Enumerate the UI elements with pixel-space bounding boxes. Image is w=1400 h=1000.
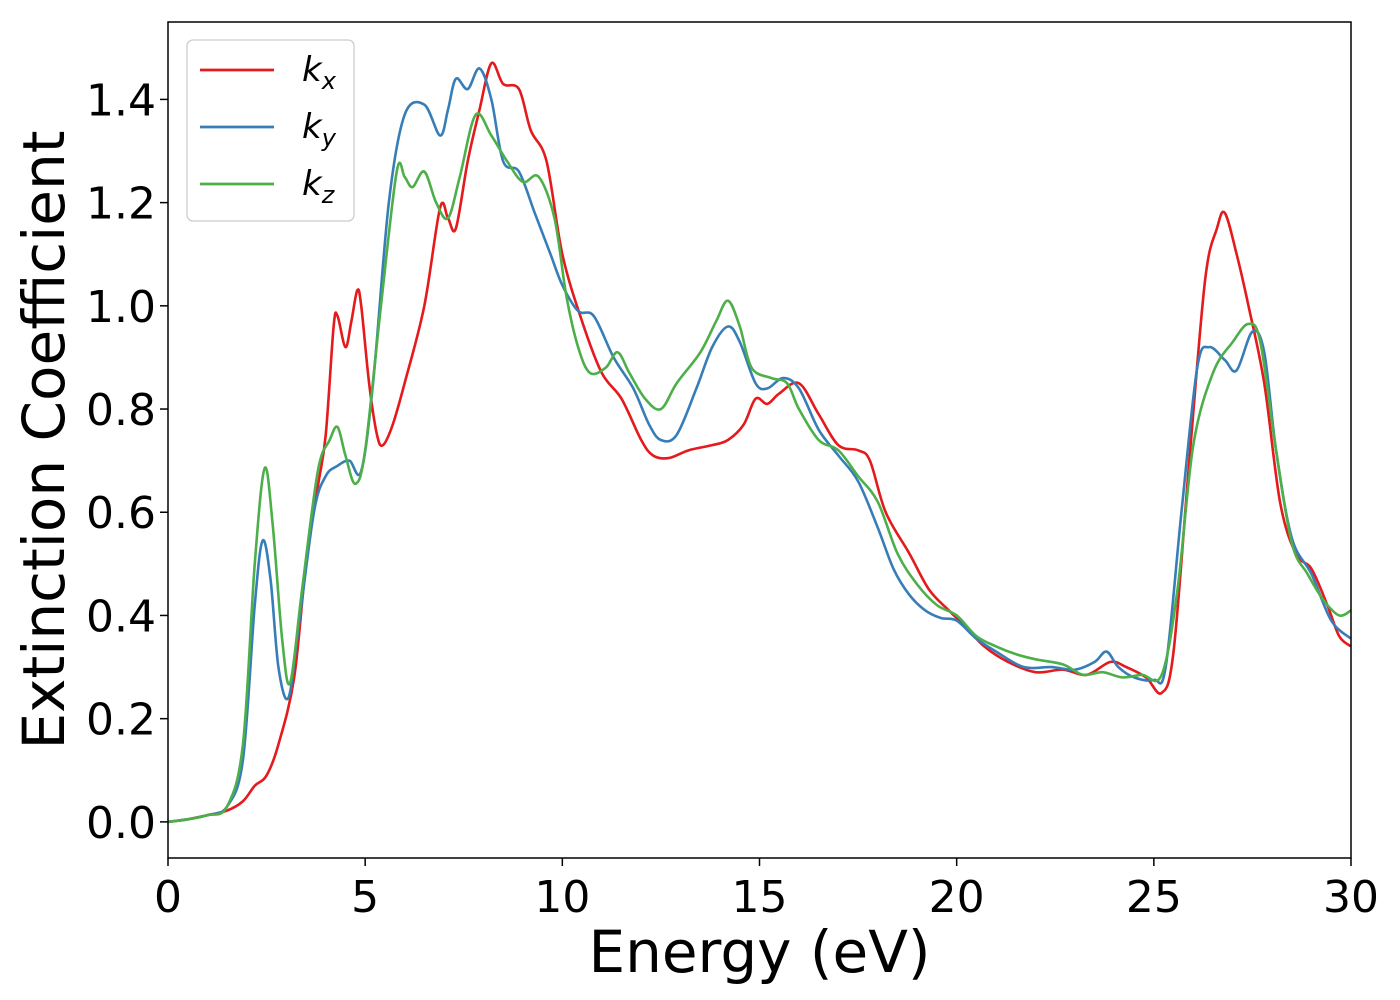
y-tick-label: 1.0 [86,282,156,333]
y-tick-label: 0.8 [86,385,156,436]
y-tick-label: 0.0 [86,798,156,849]
y-tick-label: 1.2 [86,179,156,230]
x-tick-label: 0 [154,872,182,923]
x-tick-label: 30 [1323,872,1379,923]
series-layer [167,61,1352,824]
x-tick-label: 25 [1126,872,1182,923]
legend-label-subscript: y [321,124,337,152]
series-line-kz [167,112,1352,824]
legend-label-ky: ky [302,107,337,152]
y-tick-label: 0.4 [86,591,156,642]
legend-label-subscript: x [321,67,337,95]
legend-label-main: k [302,50,323,90]
x-tick-label: 15 [732,872,788,923]
y-tick-label: 0.6 [86,488,156,539]
legend-label-kz: kz [302,164,336,209]
legend-label-kx: kx [302,50,337,95]
ticks-layer: 0 5 10 15 20 25 30 0.0 0.2 0.4 0.6 0.8 1.0 1.2 1.4 [86,75,1379,923]
x-tick-label: 5 [351,872,379,923]
x-axis-label: Energy (eV) [588,918,930,986]
y-axis-label: Extinction Coefficient [10,131,78,750]
y-tick-label: 1.4 [86,75,156,126]
x-tick-label: 10 [534,872,590,923]
y-tick-label: 0.2 [86,695,156,746]
legend-label-main: k [302,107,323,147]
x-tick-label: 20 [929,872,985,923]
legend-box [186,39,355,222]
legend-label-subscript: z [321,181,336,209]
legend-label-main: k [302,164,323,204]
